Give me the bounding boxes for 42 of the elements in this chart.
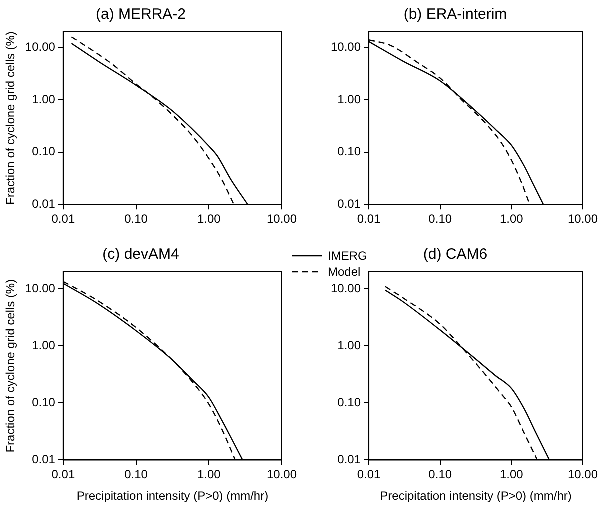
x-tick-label: 0.01 bbox=[357, 212, 382, 226]
y-tick-label: 1.00 bbox=[338, 92, 362, 106]
x-tick-label: 10.00 bbox=[266, 468, 298, 482]
x-tick-label: 1.00 bbox=[197, 212, 222, 226]
y-tick-label: 10.00 bbox=[331, 281, 362, 296]
x-tick-label: 0.01 bbox=[52, 468, 76, 482]
y-tick-label: 0.10 bbox=[338, 396, 362, 410]
x-tick-label: 1.00 bbox=[197, 468, 222, 482]
x-tick-label: 10.00 bbox=[568, 468, 598, 482]
x-tick-label: 10.00 bbox=[568, 212, 598, 226]
y-tick-label: 0.01 bbox=[32, 452, 56, 467]
legend-label: Model bbox=[328, 264, 361, 280]
x-tick-label: 0.10 bbox=[428, 468, 452, 482]
x-axis-title: Precipitation intensity (P>0) (mm/hr) bbox=[76, 489, 269, 504]
y-tick-label: 1.00 bbox=[32, 338, 56, 352]
y-tick-label: 1.00 bbox=[338, 338, 362, 352]
x-axis-title: Precipitation intensity (P>0) (mm/hr) bbox=[380, 489, 572, 504]
x-tick-label: 0.10 bbox=[124, 212, 148, 226]
y-tick-label: 0.10 bbox=[32, 144, 56, 159]
x-tick-label: 10.00 bbox=[266, 212, 298, 226]
legend-label: IMERG bbox=[328, 248, 368, 264]
x-tick-label: 0.10 bbox=[124, 468, 148, 482]
x-tick-label: 0.01 bbox=[357, 468, 382, 482]
y-tick-label: 10.00 bbox=[25, 40, 56, 54]
y-tick-label: 10.00 bbox=[331, 40, 362, 54]
y-tick-label: 10.00 bbox=[25, 281, 56, 296]
y-tick-label: 0.10 bbox=[338, 144, 362, 159]
y-axis-title: Fraction of cyclone grid cells (%) bbox=[4, 32, 18, 205]
x-tick-label: 1.00 bbox=[500, 468, 524, 482]
x-tick-label: 0.10 bbox=[428, 212, 452, 226]
y-tick-label: 1.00 bbox=[32, 92, 56, 106]
y-tick-label: 0.01 bbox=[32, 196, 56, 211]
y-tick-label: 0.10 bbox=[32, 396, 56, 410]
chart-title: (b) ERA-interim bbox=[404, 6, 508, 24]
x-tick-label: 0.01 bbox=[52, 212, 76, 226]
y-tick-label: 0.01 bbox=[338, 196, 362, 211]
chart-title: (c) devAM4 bbox=[102, 246, 180, 264]
chart-title: (d) CAM6 bbox=[423, 246, 488, 264]
y-tick-label: 0.01 bbox=[338, 452, 362, 467]
x-tick-label: 1.00 bbox=[500, 212, 524, 226]
y-axis-title: Fraction of cyclone grid cells (%) bbox=[4, 279, 18, 453]
chart-title: (a) MERRA-2 bbox=[96, 6, 186, 24]
